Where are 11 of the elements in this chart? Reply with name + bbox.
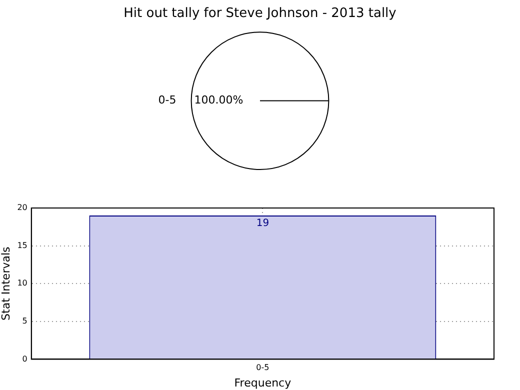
slice-label: 0-5 bbox=[158, 94, 176, 107]
data-label: 100.00% bbox=[194, 94, 244, 107]
data-label: 19 bbox=[256, 218, 270, 230]
chart-title: Hit out tally for Steve Johnson - 2013 tally bbox=[124, 6, 397, 22]
y-tick-label: 5 bbox=[22, 316, 28, 326]
y-tick-label: 15 bbox=[17, 240, 28, 250]
y-axis-title: Stat Intervals bbox=[0, 246, 12, 320]
x-axis-title: Frequency bbox=[234, 376, 292, 390]
y-tick-label: 20 bbox=[17, 203, 28, 212]
y-tick-label: 10 bbox=[17, 278, 28, 288]
y-tick-label: 0 bbox=[22, 354, 28, 364]
